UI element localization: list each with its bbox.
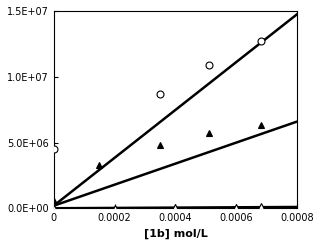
- X-axis label: [1b] mol/L: [1b] mol/L: [143, 229, 207, 239]
